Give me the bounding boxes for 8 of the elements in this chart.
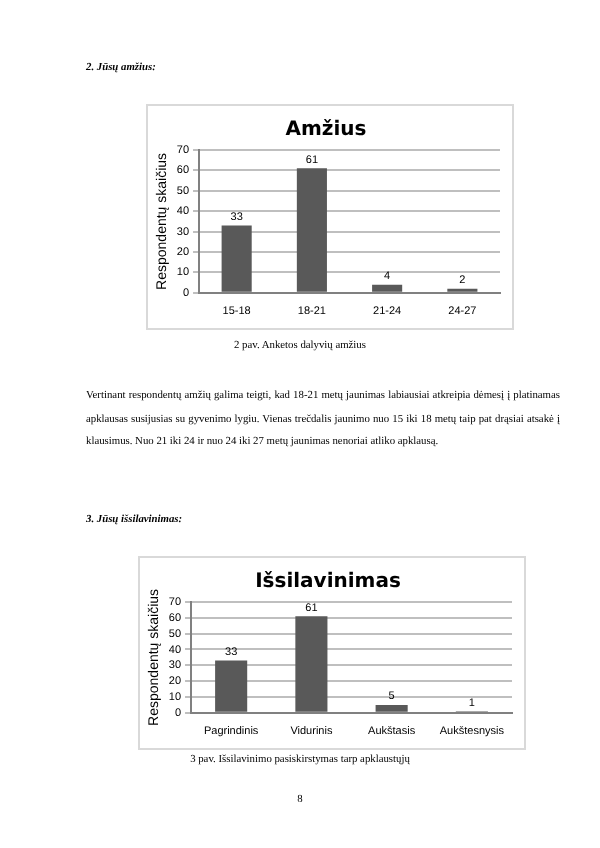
chart-title: Amžius [285,119,367,142]
bar [295,616,328,712]
chart-title: Išsilavinimas [255,571,401,594]
bar [296,168,327,292]
bar [215,660,248,712]
bar [375,704,408,712]
bar [372,284,403,292]
bar [221,225,252,292]
